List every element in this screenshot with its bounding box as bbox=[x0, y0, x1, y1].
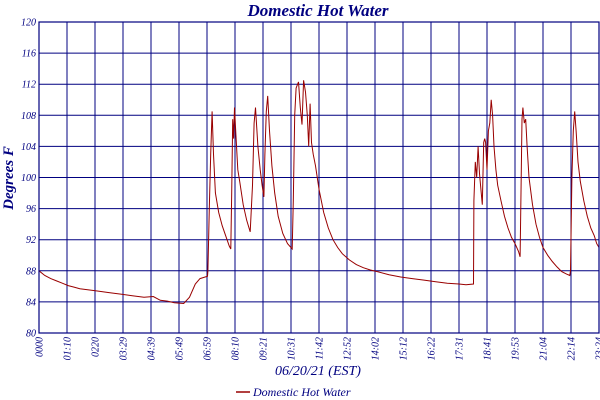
x-tick-label: 01:10 bbox=[63, 337, 74, 360]
y-axis-ticks: 80 84 88 92 96 100 104 108 112 116 120 bbox=[21, 18, 36, 340]
x-tick-label: 23:24 bbox=[595, 337, 600, 360]
y-tick-label: 116 bbox=[22, 49, 36, 60]
y-tick-label: 112 bbox=[22, 80, 36, 91]
x-tick-label: 05:49 bbox=[175, 337, 186, 360]
x-tick-label: 04:39 bbox=[147, 337, 158, 360]
series-layer bbox=[38, 80, 600, 305]
x-tick-label: 10:31 bbox=[287, 337, 298, 360]
x-tick-label: 22:14 bbox=[567, 337, 578, 360]
legend: Domestic Hot Water bbox=[236, 385, 351, 399]
x-tick-label: 11:42 bbox=[315, 337, 326, 360]
chart-title: Domestic Hot Water bbox=[246, 1, 388, 20]
x-tick-label: 06:59 bbox=[203, 337, 214, 360]
y-tick-label: 92 bbox=[26, 235, 36, 246]
x-tick-label: 12:52 bbox=[343, 337, 354, 360]
y-tick-label: 104 bbox=[21, 142, 36, 153]
y-axis-label: Degrees F bbox=[1, 146, 17, 211]
x-tick-label: 15:12 bbox=[399, 337, 410, 360]
y-tick-label: 108 bbox=[21, 111, 36, 122]
y-tick-label: 80 bbox=[26, 329, 36, 340]
y-tick-label: 100 bbox=[21, 173, 36, 184]
x-tick-label: 09:21 bbox=[259, 337, 270, 360]
legend-label: Domestic Hot Water bbox=[252, 385, 351, 399]
x-tick-label: 03:29 bbox=[119, 337, 130, 360]
x-axis-label: 06/20/21 (EST) bbox=[275, 364, 361, 379]
y-tick-label: 120 bbox=[21, 18, 36, 29]
x-tick-label: 14:02 bbox=[371, 337, 382, 360]
x-tick-label: 18:41 bbox=[483, 337, 494, 360]
x-axis-ticks: 0000 01:10 0220 03:29 04:39 05:49 06:59 08:10 09… bbox=[35, 337, 600, 360]
y-tick-label: 96 bbox=[26, 204, 36, 215]
series-line-0 bbox=[38, 80, 600, 305]
x-tick-label: 0000 bbox=[35, 337, 46, 357]
x-tick-label: 19:53 bbox=[511, 337, 522, 360]
x-tick-label: 16:22 bbox=[427, 337, 438, 360]
x-tick-label: 08:10 bbox=[231, 337, 242, 360]
x-tick-label: 17:31 bbox=[455, 337, 466, 360]
x-tick-label: 0220 bbox=[91, 337, 102, 357]
grid bbox=[38, 21, 600, 334]
x-tick-label: 21:04 bbox=[539, 337, 550, 360]
y-tick-label: 84 bbox=[26, 297, 36, 308]
y-tick-label: 88 bbox=[26, 266, 36, 277]
plot-frame bbox=[38, 21, 600, 334]
